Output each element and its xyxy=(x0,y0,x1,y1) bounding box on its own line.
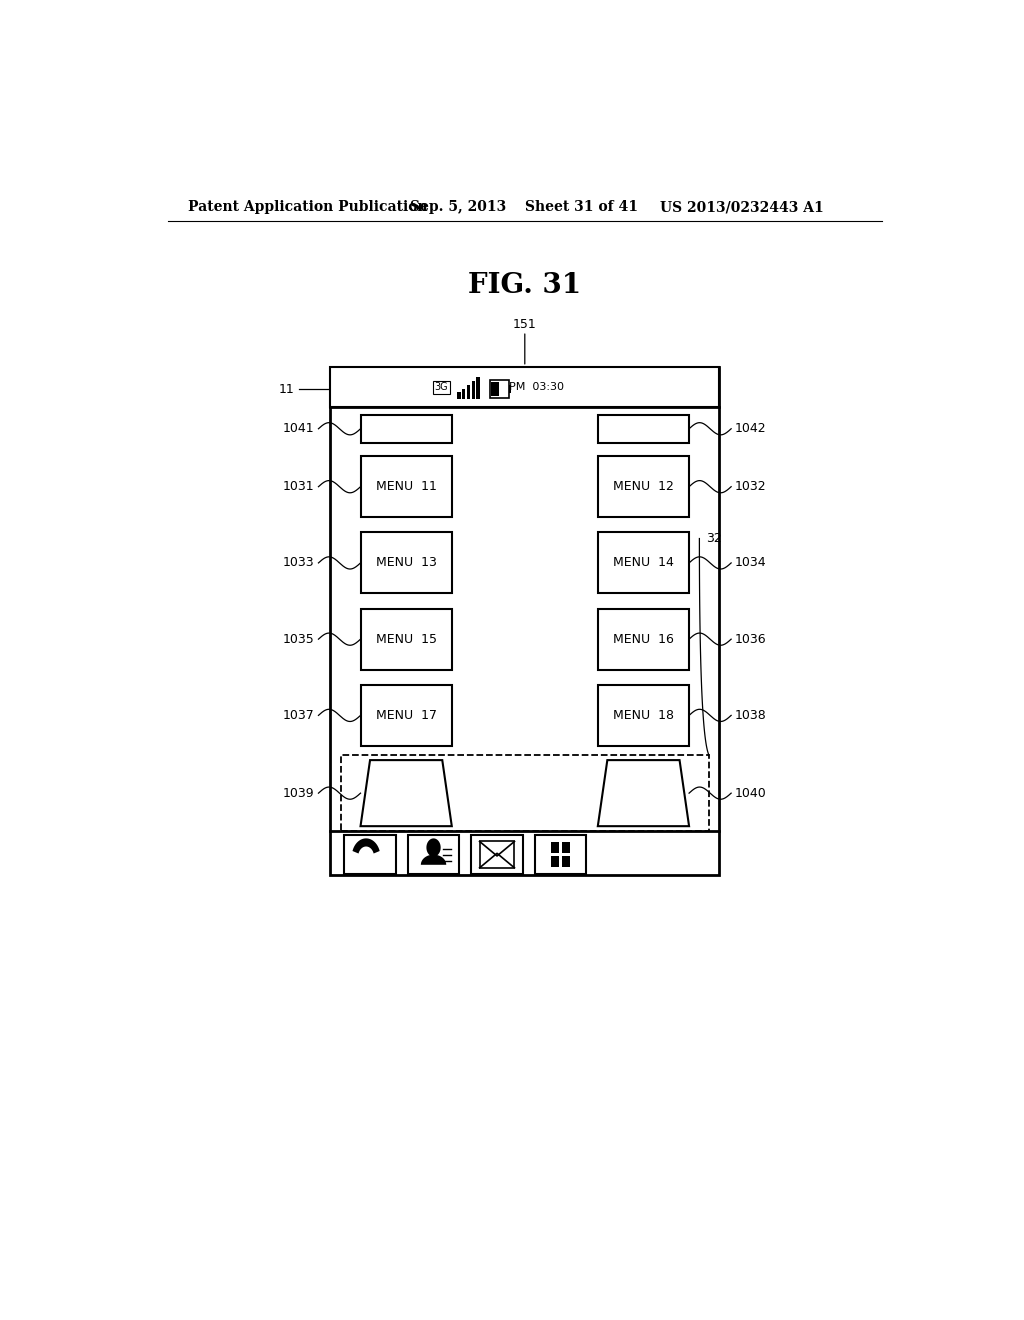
Text: MENU  15: MENU 15 xyxy=(376,632,436,645)
Bar xyxy=(551,842,559,853)
Bar xyxy=(341,755,709,832)
Text: 11: 11 xyxy=(279,383,295,396)
Text: Patent Application Publication: Patent Application Publication xyxy=(187,201,427,214)
Bar xyxy=(360,457,452,517)
Bar xyxy=(472,381,475,399)
Text: MENU  16: MENU 16 xyxy=(613,632,674,645)
Bar xyxy=(489,380,509,399)
Text: MENU 19: MENU 19 xyxy=(375,787,437,800)
Text: MENU  13: MENU 13 xyxy=(376,557,436,569)
Text: US 2013/0232443 A1: US 2013/0232443 A1 xyxy=(659,201,823,214)
Text: 151: 151 xyxy=(513,318,537,331)
Bar xyxy=(331,367,719,875)
Text: PM  03:30: PM 03:30 xyxy=(509,381,564,392)
Polygon shape xyxy=(421,854,446,865)
Text: 1035: 1035 xyxy=(283,632,314,645)
Text: 1034: 1034 xyxy=(735,557,767,569)
Text: MENU  14: MENU 14 xyxy=(613,557,674,569)
Bar xyxy=(562,842,570,853)
Text: 1041: 1041 xyxy=(283,422,314,436)
Polygon shape xyxy=(360,760,452,826)
Bar xyxy=(360,414,452,444)
Bar xyxy=(598,457,689,517)
Bar xyxy=(598,532,689,594)
Bar xyxy=(598,685,689,746)
Polygon shape xyxy=(426,838,440,857)
Polygon shape xyxy=(352,838,380,854)
Text: 1040: 1040 xyxy=(735,787,767,800)
Bar xyxy=(467,385,470,399)
Text: FIG. 31: FIG. 31 xyxy=(468,272,582,298)
Bar xyxy=(331,367,719,408)
Bar xyxy=(598,414,689,444)
Bar xyxy=(360,532,452,594)
Text: MENU  17: MENU 17 xyxy=(376,709,436,722)
Bar xyxy=(490,381,500,396)
Bar xyxy=(344,836,396,874)
Text: 3G: 3G xyxy=(434,381,449,392)
Bar xyxy=(476,378,479,399)
Bar xyxy=(462,389,465,399)
Text: MENU  11: MENU 11 xyxy=(376,480,436,494)
Text: 1032: 1032 xyxy=(735,480,767,494)
Text: 1031: 1031 xyxy=(283,480,314,494)
Bar xyxy=(479,841,514,867)
Bar xyxy=(471,836,523,874)
Bar xyxy=(509,385,511,393)
Text: MENU  18: MENU 18 xyxy=(613,709,674,722)
Text: 32: 32 xyxy=(706,532,722,545)
Bar xyxy=(551,857,559,867)
Bar xyxy=(408,836,460,874)
Bar xyxy=(562,857,570,867)
Text: 1037: 1037 xyxy=(283,709,314,722)
Text: MENU  12: MENU 12 xyxy=(613,480,674,494)
Text: Sep. 5, 2013: Sep. 5, 2013 xyxy=(410,201,506,214)
Bar xyxy=(458,392,461,399)
Text: 1033: 1033 xyxy=(283,557,314,569)
Text: 1042: 1042 xyxy=(735,422,767,436)
Bar xyxy=(535,836,587,874)
Text: 1039: 1039 xyxy=(283,787,314,800)
Bar xyxy=(360,609,452,669)
Text: Sheet 31 of 41: Sheet 31 of 41 xyxy=(524,201,638,214)
Text: 1038: 1038 xyxy=(735,709,767,722)
Text: MENU 20: MENU 20 xyxy=(612,787,675,800)
Bar xyxy=(598,609,689,669)
Bar xyxy=(360,685,452,746)
Text: 1036: 1036 xyxy=(735,632,767,645)
Polygon shape xyxy=(598,760,689,826)
